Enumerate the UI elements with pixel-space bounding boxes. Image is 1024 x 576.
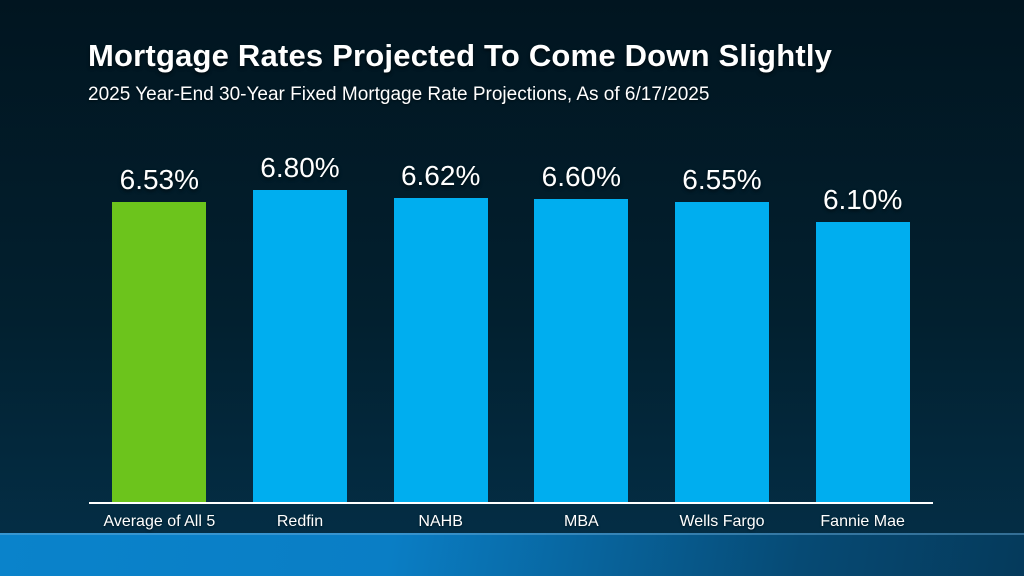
bar-column: 6.53% Average of All 5 [89,0,230,530]
bar [674,202,769,503]
bar [534,199,629,503]
bar-value-label: 6.60% [541,161,622,192]
bar-value-label: 6.80% [260,152,340,183]
bar-value-label: 6.55% [682,164,762,195]
bar-category-label: Fannie Mae [820,513,905,530]
bar-category-label: Redfin [276,513,324,530]
bar [112,202,207,503]
bar-column: 6.55% Wells Fargo [652,0,793,530]
bar-category-label: Wells Fargo [679,513,765,530]
bar-column: 6.10% Fannie Mae [792,0,933,530]
bar [393,198,488,503]
chart-title: Mortgage Rates Projected To Come Down Sl… [88,38,833,73]
bar-value-label: 6.10% [822,184,903,215]
bar-category-label: MBA [563,513,599,530]
bar-chart: 6.53% Average of All 5 6.80% Redfin 6.62% NAH… [89,0,933,530]
bar-column: 6.60% MBA [511,0,652,530]
bar-category-label: NAHB [418,513,463,530]
x-axis-line [89,502,933,504]
bar-value-label: 6.53% [119,164,200,195]
bar [815,222,910,503]
bar [252,190,347,503]
bar-category-label: Average of All 5 [103,513,216,530]
footer-accent-bar [0,533,1024,576]
bar-value-label: 6.62% [400,160,481,191]
bar-column: 6.80% Redfin [230,0,371,530]
bar-column: 6.62% NAHB [370,0,511,530]
chart-subtitle: 2025 Year-End 30-Year Fixed Mortgage Rat… [88,84,710,105]
